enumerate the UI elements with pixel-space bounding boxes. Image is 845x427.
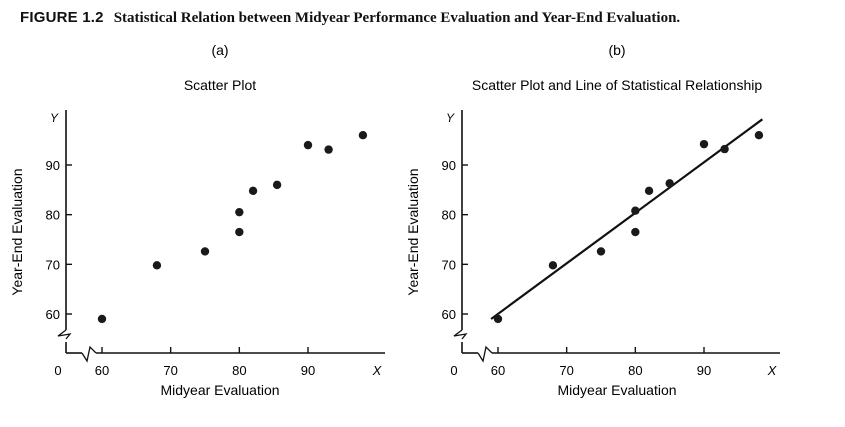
data-point <box>324 145 333 154</box>
chart-panel-b: (b) Scatter Plot and Line of Statistical … <box>405 42 780 398</box>
data-point <box>152 261 162 270</box>
origin-label: 0 <box>54 363 61 378</box>
data-point <box>631 227 640 237</box>
x-tick-label: 90 <box>697 363 711 378</box>
x-axis-symbol: X <box>767 363 778 378</box>
data-point <box>631 206 640 215</box>
data-point <box>97 314 107 324</box>
y-axis-break <box>453 329 468 340</box>
chart-title: Scatter Plot and Line of Statistical Rel… <box>472 77 762 93</box>
data-point <box>235 227 244 237</box>
data-point <box>644 186 654 196</box>
y-tick-label: 70 <box>442 257 456 272</box>
data-point <box>720 144 729 154</box>
data-point <box>358 131 368 140</box>
data-point <box>303 140 313 150</box>
data-point <box>200 247 210 256</box>
x-axis-label: Midyear Evaluation <box>557 382 676 398</box>
x-tick-label: 90 <box>301 363 315 378</box>
data-point <box>493 314 503 324</box>
x-axis-label: Midyear Evaluation <box>160 382 279 398</box>
panel-label: (a) <box>211 42 228 58</box>
y-axis-symbol: Y <box>50 111 59 125</box>
x-tick-label: 80 <box>628 363 642 378</box>
data-point <box>699 139 709 149</box>
fit-line <box>490 118 764 320</box>
y-tick-label: 70 <box>46 257 60 272</box>
x-axis-break <box>477 345 493 363</box>
chart-panel-a: (a) Scatter Plot Y X 0 60 70 80 90 60 70 80 90 Midyea… <box>9 42 385 398</box>
origin-label: 0 <box>450 363 457 378</box>
data-point <box>235 207 244 217</box>
y-tick-label: 90 <box>46 158 60 173</box>
y-axis-break <box>57 329 72 340</box>
chart-title: Scatter Plot <box>184 77 256 93</box>
data-point <box>272 180 282 190</box>
figure-label: FIGURE 1.2 <box>20 9 104 26</box>
panel-label: (b) <box>608 42 625 58</box>
figure-caption: Statistical Relation between Midyear Per… <box>113 10 681 26</box>
data-point <box>248 186 258 196</box>
data-point <box>548 261 558 270</box>
x-tick-label: 80 <box>232 363 246 378</box>
x-tick-label: 60 <box>95 363 109 378</box>
y-tick-label: 80 <box>46 208 60 223</box>
x-tick-label: 60 <box>491 363 505 378</box>
y-tick-label: 90 <box>442 158 456 173</box>
y-axis-label: Year-End Evaluation <box>405 168 421 295</box>
data-point <box>665 179 674 188</box>
data-point <box>754 131 764 140</box>
y-tick-label: 60 <box>46 307 60 322</box>
y-axis-label: Year-End Evaluation <box>9 168 25 295</box>
figure-title: FIGURE 1.2 Statistical Relation between M… <box>20 9 680 27</box>
y-tick-label: 60 <box>442 307 456 322</box>
y-axis-symbol: Y <box>446 111 455 125</box>
x-axis-symbol: X <box>372 363 383 378</box>
x-axis-break <box>81 345 97 363</box>
x-tick-label: 70 <box>559 363 573 378</box>
x-tick-label: 70 <box>163 363 177 378</box>
data-point <box>596 247 606 256</box>
y-tick-label: 80 <box>442 208 456 223</box>
